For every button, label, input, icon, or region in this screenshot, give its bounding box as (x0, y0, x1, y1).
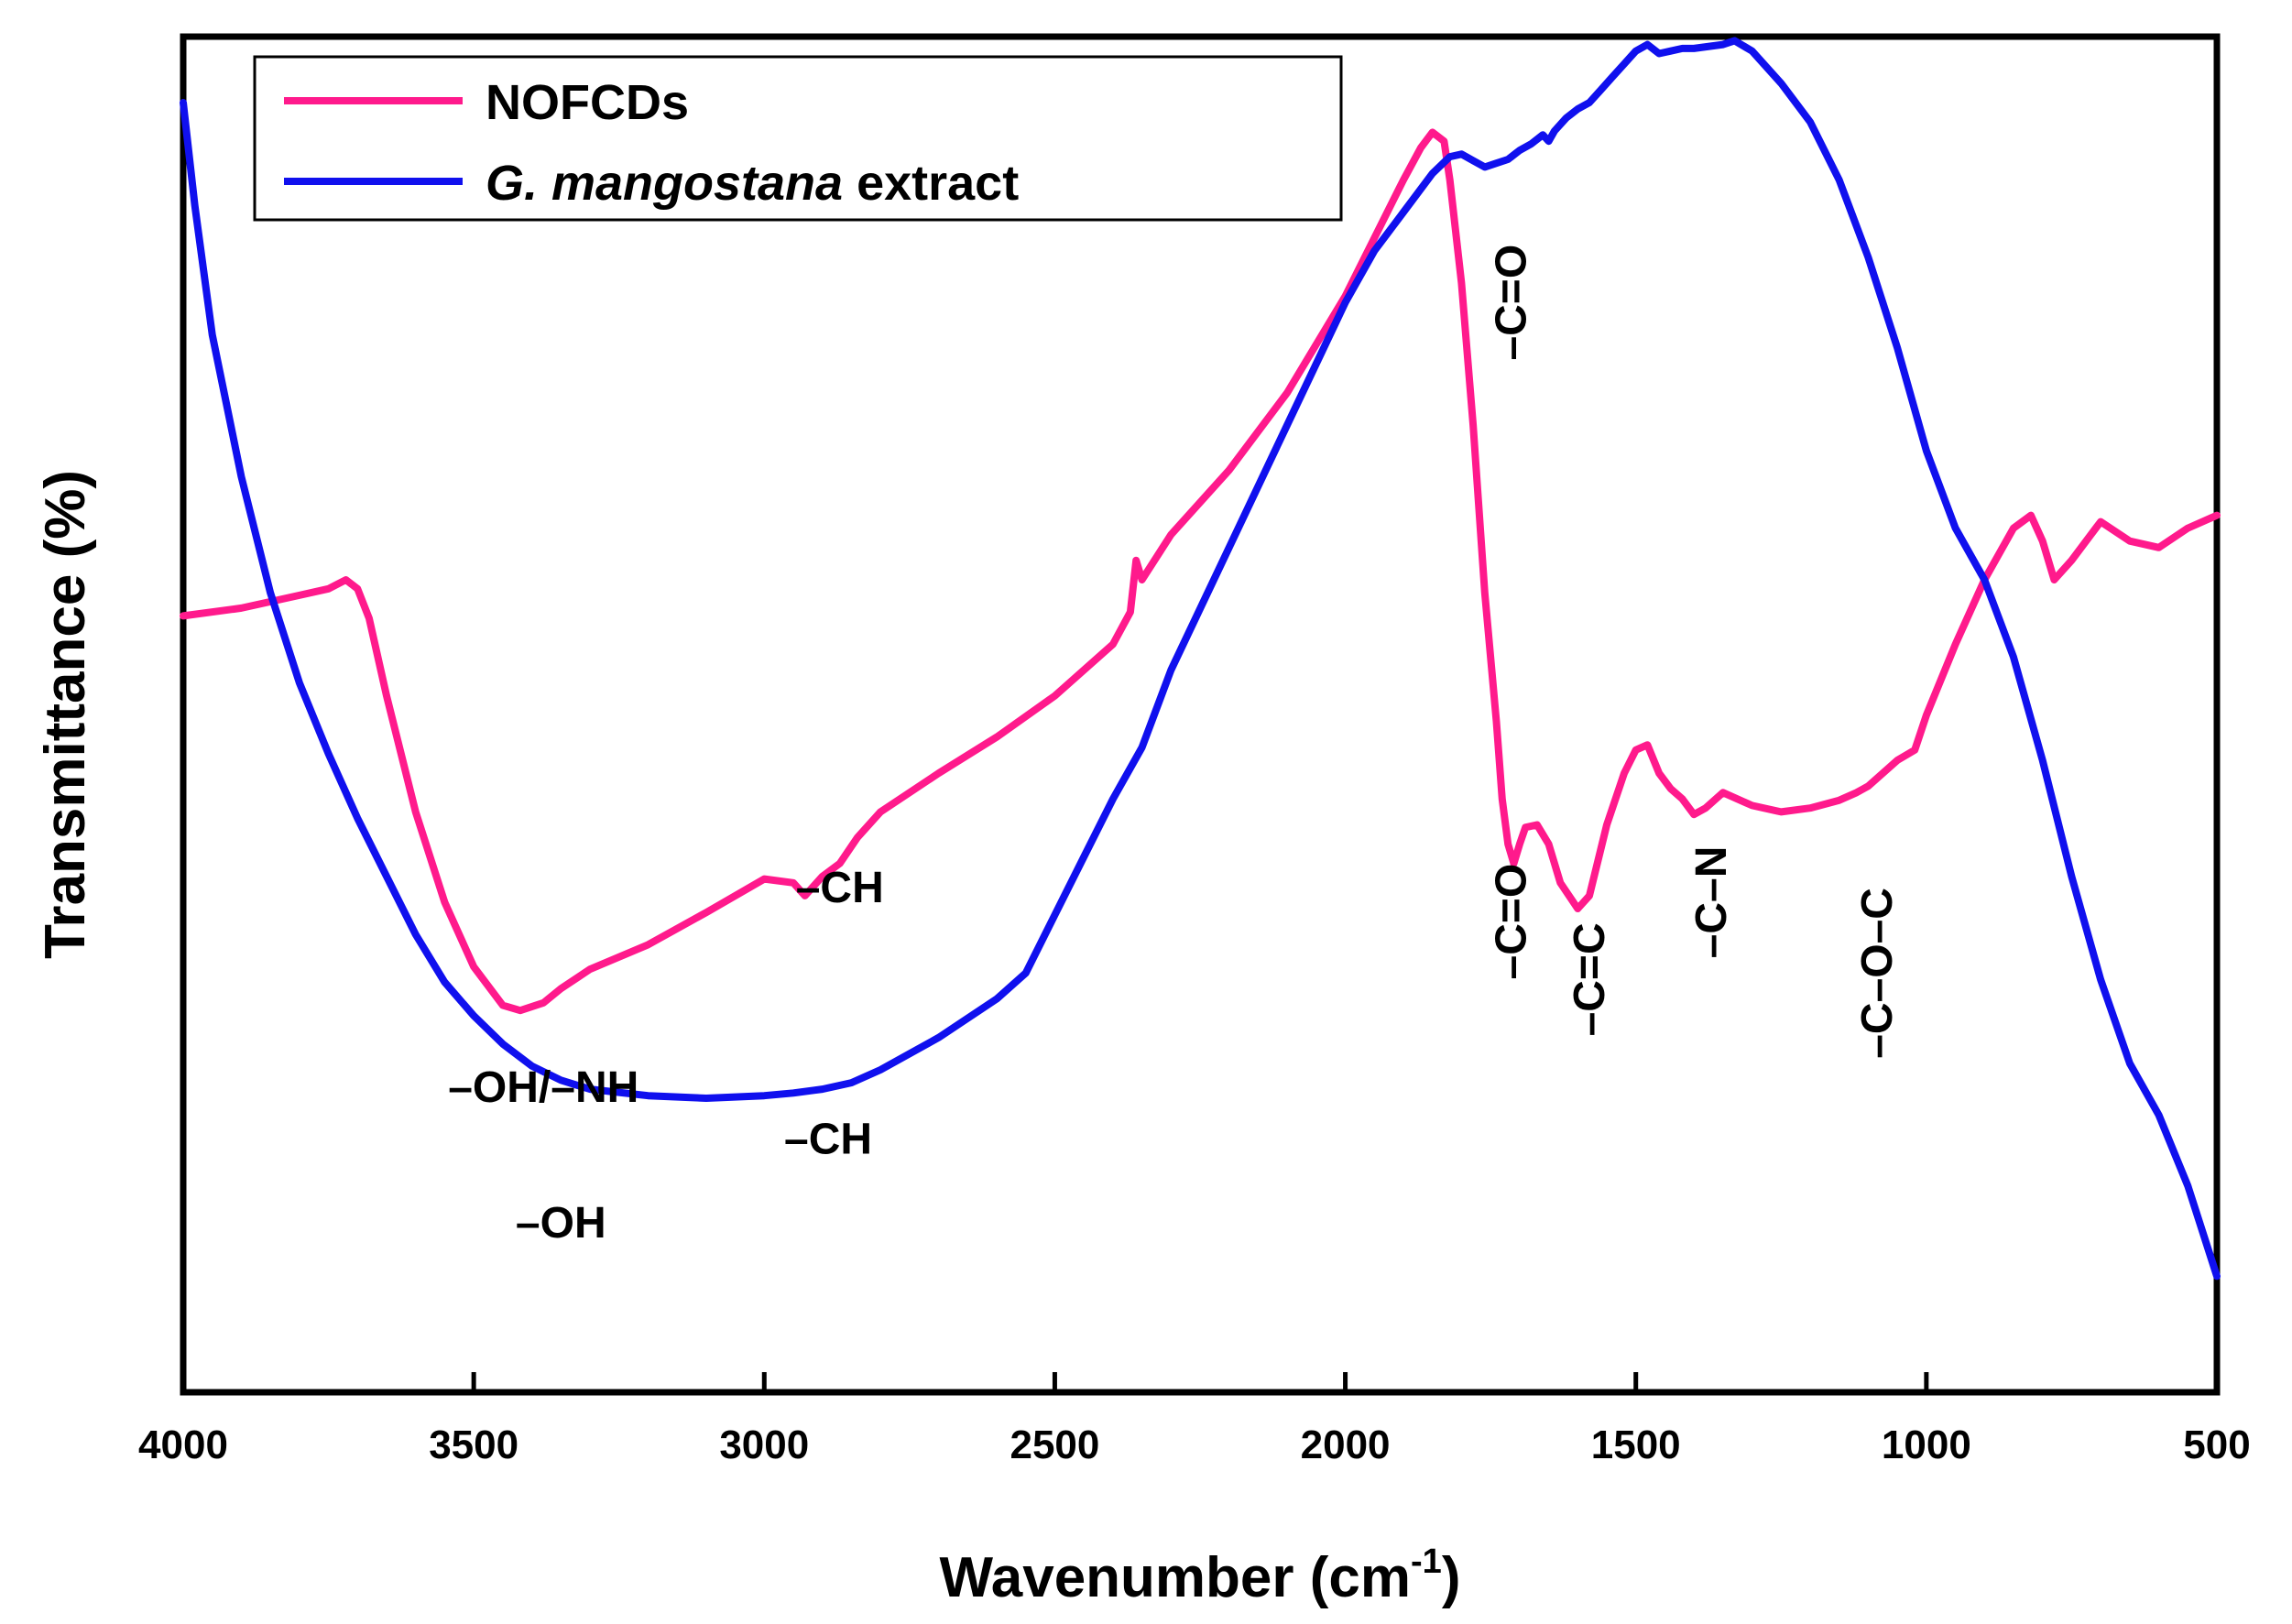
annotation-7: –C–N (1687, 846, 1736, 959)
annotation-2: –OH (516, 1199, 606, 1248)
x-tick-label-3: 2500 (1010, 1422, 1099, 1467)
x-tick-label-7: 500 (2183, 1422, 2250, 1467)
series-line-nofcds (180, 128, 2221, 1015)
annotation-8: –C–O–C (1853, 888, 1902, 1059)
legend-label-extract: G. mangostana extract (486, 156, 1019, 211)
x-tick-label-5: 1500 (1591, 1422, 1681, 1467)
x-tick-label-2: 3000 (719, 1422, 809, 1467)
series-line-extract (180, 37, 2221, 1281)
plot-frame (180, 33, 2221, 1396)
y-axis-title: Transmittance (%) (34, 470, 97, 959)
legend-label-extract-rest: extract (843, 156, 1019, 211)
annotation-0: –OH/–NH (448, 1063, 638, 1112)
x-tick-label-6: 1000 (1882, 1422, 1971, 1467)
x-axis-title-close: ) (1442, 1546, 1461, 1609)
x-axis-title-superscript: -1 (1411, 1542, 1442, 1581)
legend-label-extract-italic: G. mangostana (486, 156, 843, 211)
annotation-1: –CH (796, 864, 884, 912)
annotation-3: –CH (784, 1116, 872, 1164)
x-tick-label-1: 3500 (429, 1422, 518, 1467)
x-axis-title-main: Wavenumber (cm (940, 1546, 1412, 1609)
x-axis-ticks: 4000 3500 3000 2500 2000 1500 1000 500 (138, 1372, 2251, 1467)
series-layer (180, 37, 2221, 1281)
legend: NOFCDs G. mangostana extract (253, 55, 1343, 222)
annotation-layer: –OH/–NH –CH –OH –CH –C=O –C=O –C=C –C–N –C–O–C (448, 245, 1902, 1248)
annotation-6: –C=C (1566, 922, 1614, 1036)
legend-label-nofcds: NOFCDs (486, 75, 689, 130)
legend-box (253, 55, 1343, 222)
annotation-4: –C=O (1487, 245, 1535, 361)
x-tick-label-0: 4000 (138, 1422, 228, 1467)
annotation-5: –C=O (1487, 864, 1535, 980)
x-axis-title: Wavenumber (cm-1) (940, 1542, 1461, 1609)
x-tick-label-4: 2000 (1301, 1422, 1391, 1467)
